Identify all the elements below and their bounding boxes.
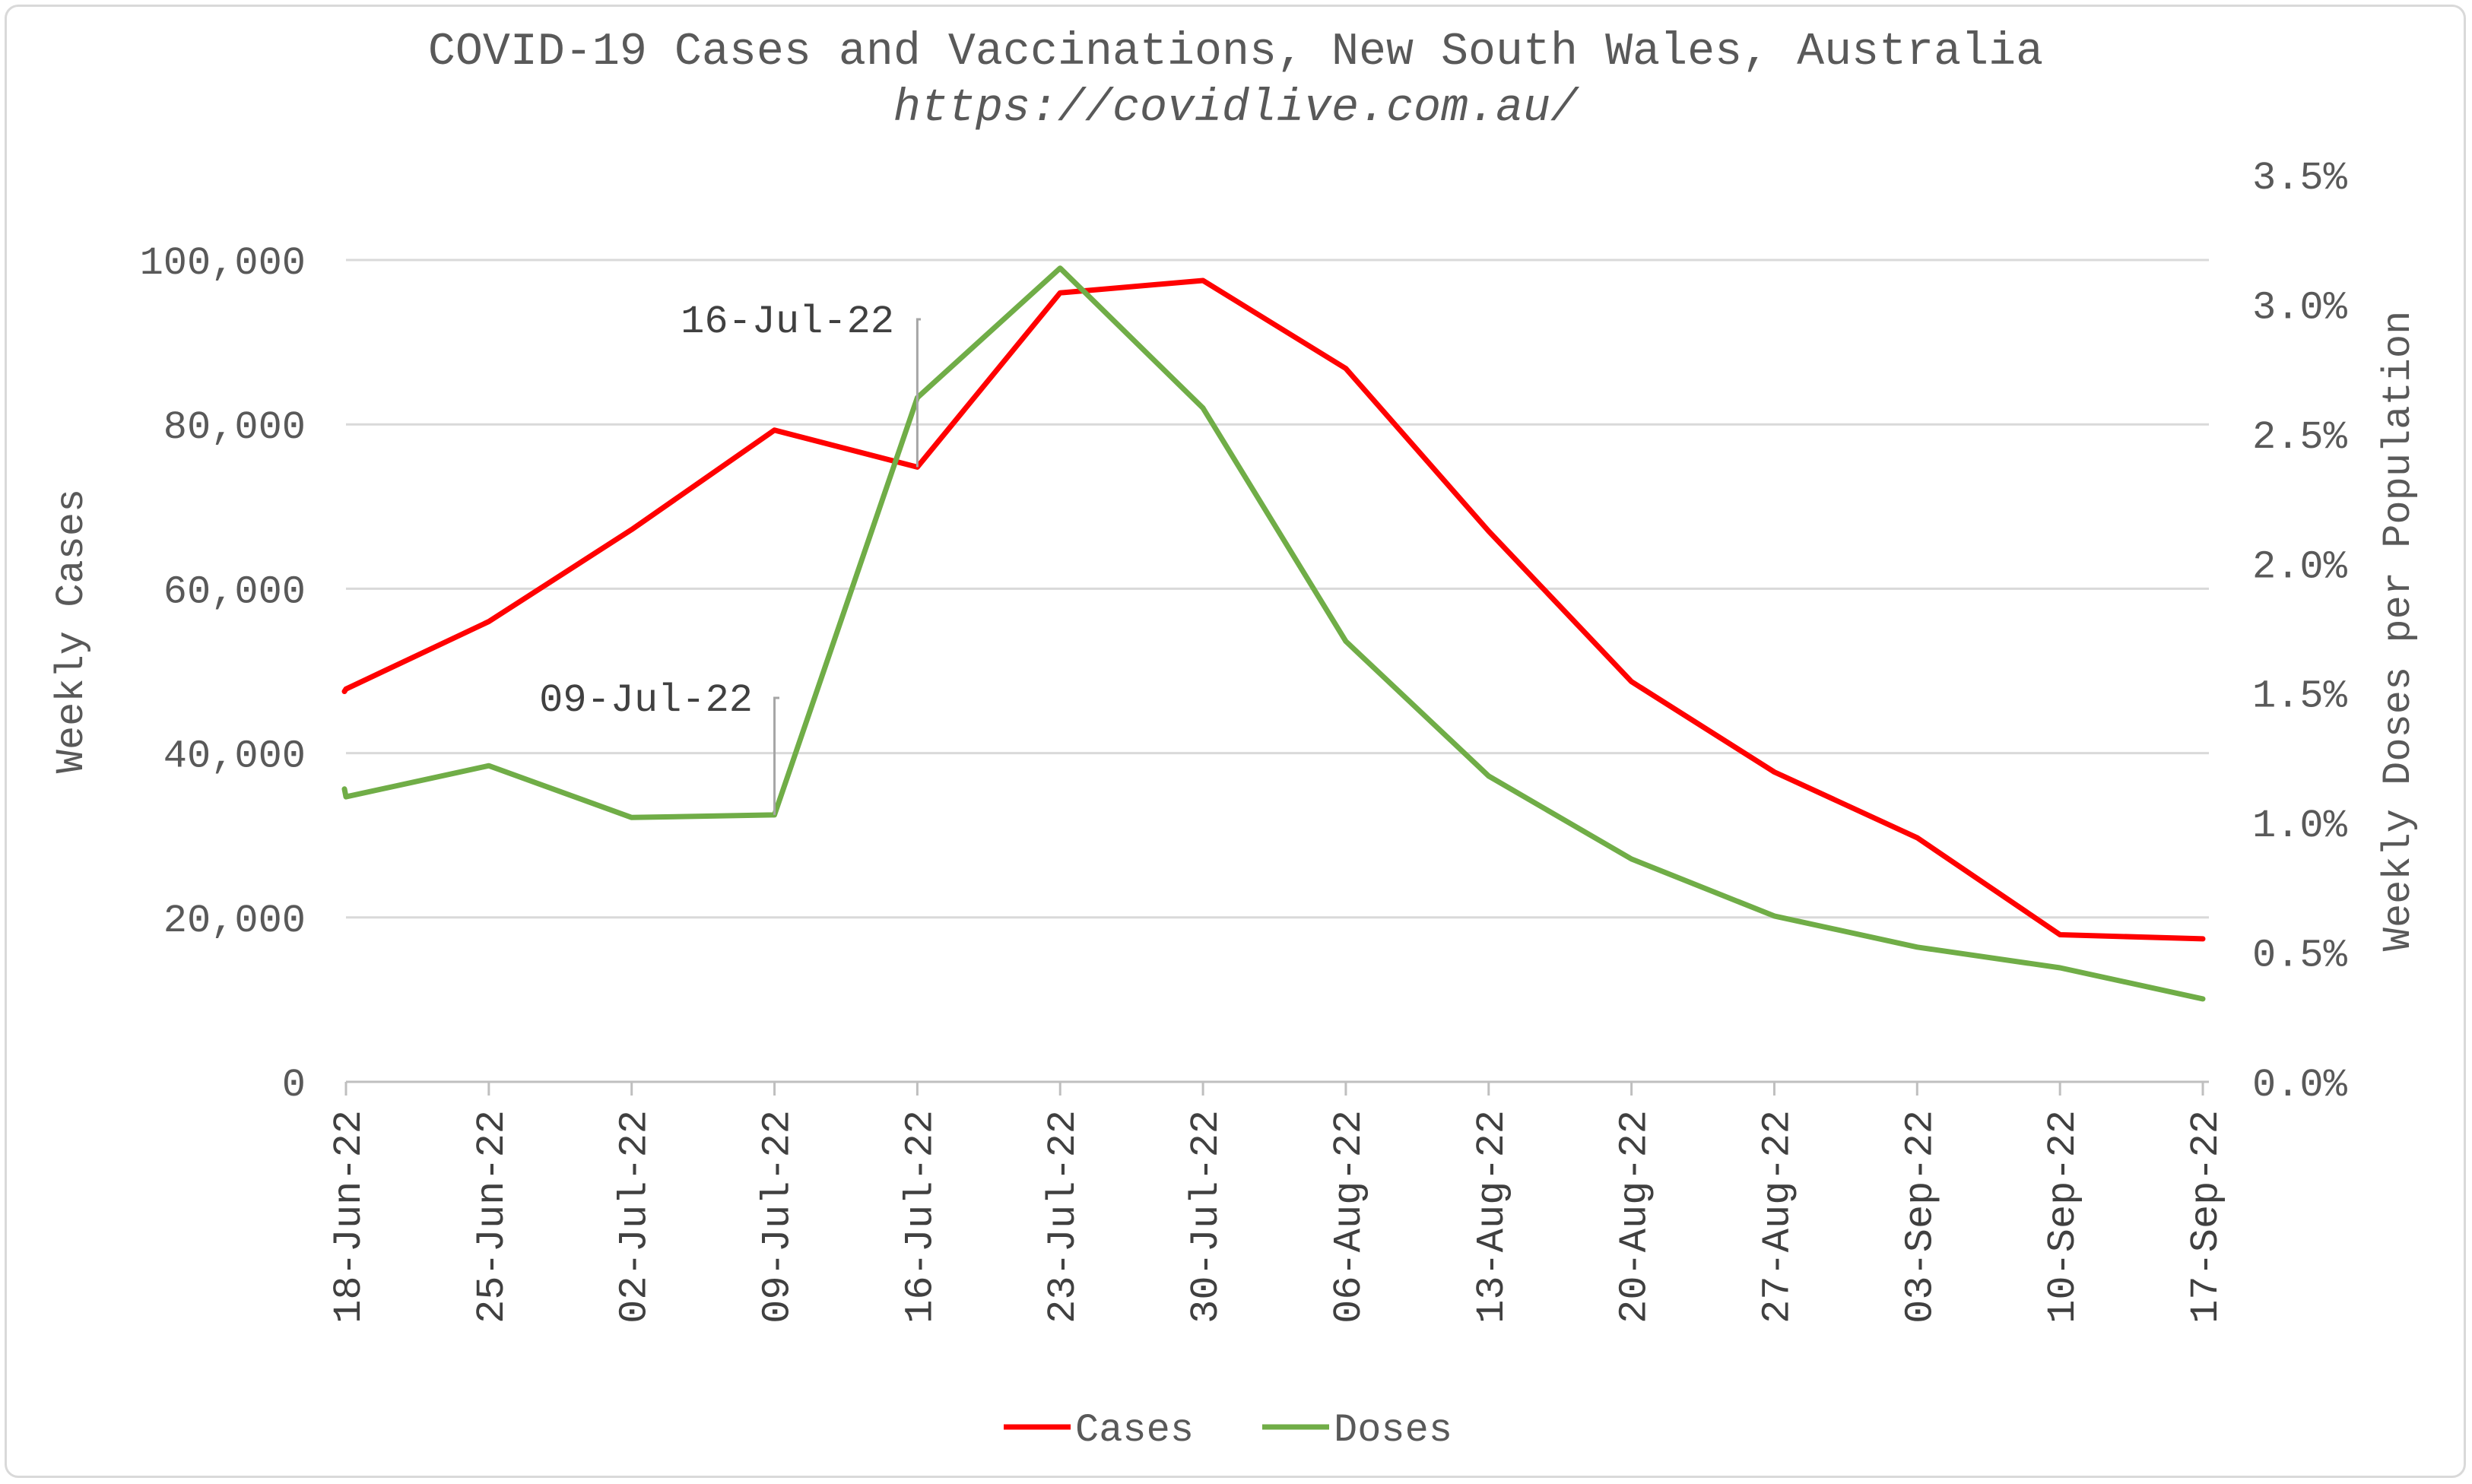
x-tick-label: 09-Jul-22 [756,1110,801,1324]
legend-label-doses: Doses [1334,1408,1452,1453]
x-tick-label: 27-Aug-22 [1755,1110,1800,1324]
x-tick-label: 13-Aug-22 [1470,1110,1515,1324]
annotation-label: 09-Jul-22 [539,678,753,723]
annotation-leader [773,696,779,815]
x-tick-label: 18-Jun-22 [327,1110,372,1324]
y-right-tick-label: 3.0% [2252,285,2348,330]
legend: Cases Doses [1004,1408,1452,1453]
x-tick-label: 10-Sep-22 [2041,1110,2086,1324]
y-left-tick-label: 0 [282,1063,306,1108]
series-line-cases [341,277,2206,942]
y-right-tick-label: 2.5% [2252,415,2348,460]
gridlines [346,258,2209,919]
chart-frame [5,5,2466,1478]
x-tick-label: 03-Sep-22 [1898,1110,1943,1324]
y-left-tick-label: 100,000 [140,241,306,286]
y-right-tick-label: 0.0% [2252,1063,2348,1108]
y-left-tick-label: 60,000 [163,569,306,614]
y-axis-right-label: Weekly Doses per Population [2376,311,2421,952]
annotation-leader [915,318,921,468]
legend-label-cases: Cases [1075,1408,1194,1453]
y-right-tick-label: 1.0% [2252,804,2348,848]
text: COVID-19 Cases and Vaccinations, New Sou… [49,27,2421,951]
y-right-tick-label: 0.5% [2252,934,2348,978]
y-axis-left-label: Weekly Cases [49,489,94,773]
chart-title: COVID-19 Cases and Vaccinations, New Sou… [428,27,2043,78]
x-tick-label: 02-Jul-22 [613,1110,658,1324]
x-tick-label: 17-Sep-22 [2184,1110,2229,1324]
y-right-tick-label: 2.0% [2252,544,2348,589]
x-tick-label: 06-Aug-22 [1327,1110,1372,1324]
chart-subtitle: https://covidlive.com.au/ [893,83,1579,135]
series [341,265,2206,1002]
x-tick-label: 25-Jun-22 [470,1110,515,1324]
x-tick-label: 23-Jul-22 [1041,1110,1086,1324]
y-left-tick-label: 80,000 [163,405,306,450]
y-right-tick-label: 3.5% [2252,156,2348,201]
annotations: 09-Jul-22 16-Jul-22 [539,300,921,815]
x-tick-label: 30-Jul-22 [1184,1110,1229,1324]
annotation-label: 16-Jul-22 [681,300,894,344]
series-line-doses [341,265,2206,1002]
y-right-tick-label: 1.5% [2252,674,2348,719]
x-tick-label: 16-Jul-22 [898,1110,943,1324]
axes: 0 20,000 40,000 60,000 80,000 100,000 0.0% 0.5%… [140,156,2348,1324]
x-tick-label: 20-Aug-22 [1613,1110,1658,1324]
y-left-tick-label: 40,000 [163,734,306,779]
y-left-tick-label: 20,000 [163,899,306,943]
